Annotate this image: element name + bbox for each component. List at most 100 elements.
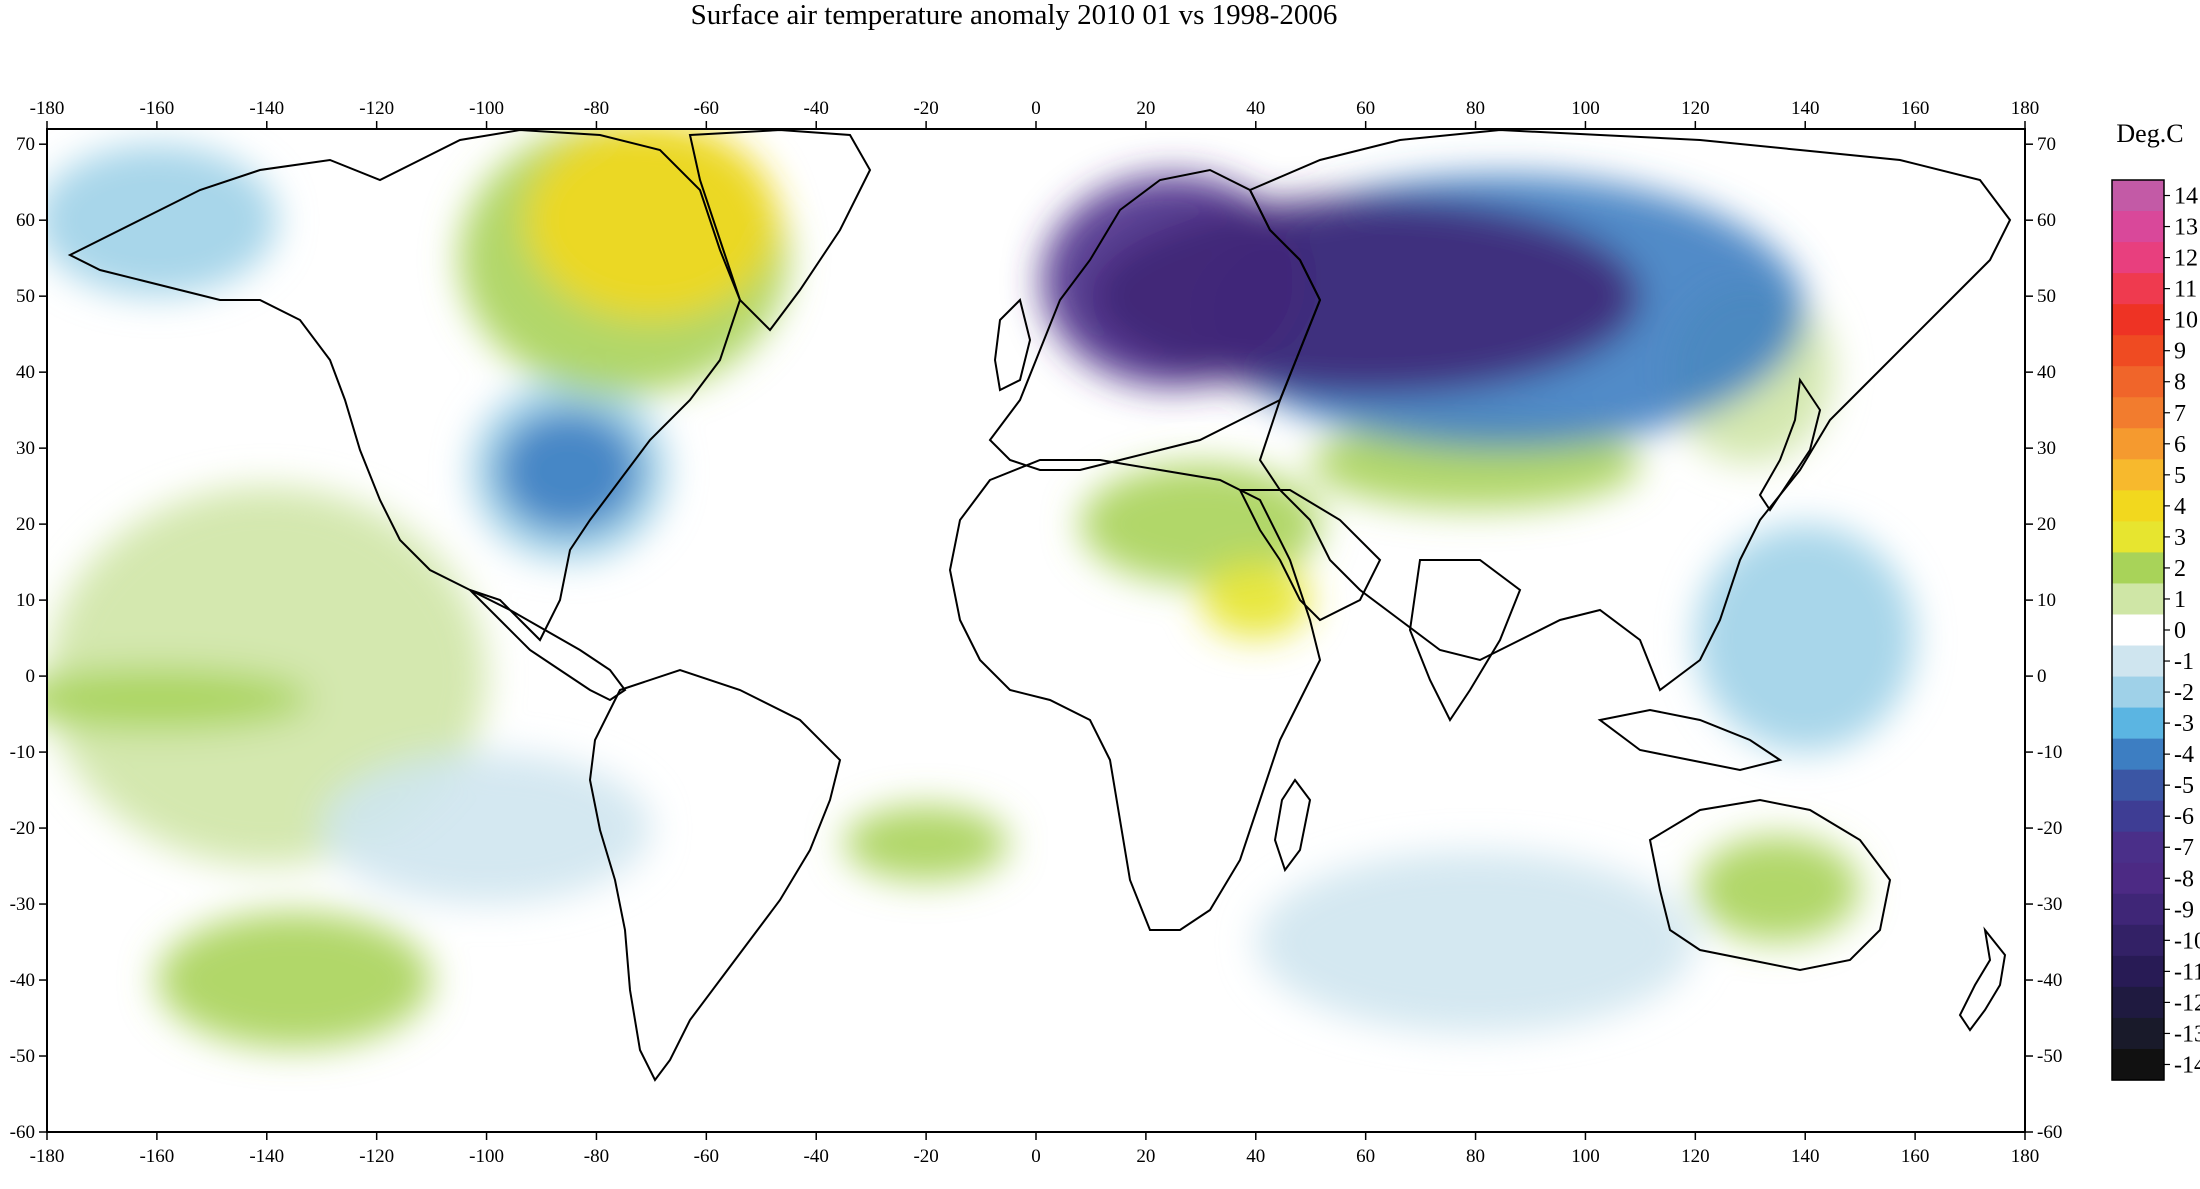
lon-tick-label-top: 80 (1466, 98, 1485, 119)
coastline-india (1408, 559, 1522, 722)
lon-tick-label-top: 40 (1246, 98, 1265, 119)
lat-tick-label-left: 70 (16, 134, 35, 155)
anomaly-region (47, 144, 278, 297)
lon-tick-label-bottom: -40 (804, 1146, 829, 1167)
colorbar-cell (2112, 707, 2164, 740)
coastline-arabia (1238, 489, 1382, 622)
colorbar-level-label: 9 (2174, 339, 2186, 365)
colorbar-level-label: 11 (2174, 277, 2197, 303)
colorbar-cell (2112, 490, 2164, 522)
lat-tick-label-left: 30 (16, 438, 35, 459)
colorbar-level-label: -6 (2174, 804, 2194, 830)
coastline-indonesia (1597, 708, 1783, 772)
colorbar-level-label: 14 (2174, 184, 2198, 210)
lat-tick-label-left: 50 (16, 286, 35, 307)
colorbar-level-label: 4 (2174, 494, 2186, 520)
colorbar-level-label: 0 (2174, 618, 2186, 644)
lat-tick-label-right: -50 (2037, 1046, 2062, 1067)
lon-tick-label-top: -180 (30, 98, 65, 119)
colorbar-cells (2112, 180, 2164, 1081)
colorbar-cell (2112, 366, 2164, 398)
coastline-south-america (588, 668, 842, 1082)
axis-left-latitude: 70 60 50 40 30 20 10 0 -10 -20 -30 -40 -50 -60 (10, 134, 47, 1143)
map-title: Surface air temperature anomaly 2010 01 … (691, 0, 1338, 31)
colorbar-level-label: 3 (2174, 525, 2186, 551)
lon-tick-label-bottom: 160 (1901, 1146, 1930, 1167)
colorbar-cell (2112, 397, 2164, 429)
colorbar-cell (2112, 242, 2164, 274)
colorbar-level-label: -11 (2174, 959, 2200, 985)
colorbar-level-label: 1 (2174, 587, 2186, 613)
colorbar-level-label: 5 (2174, 463, 2186, 489)
colorbar-cell (2112, 769, 2164, 802)
colorbar-cell (2112, 552, 2164, 585)
colorbar-level-label: -5 (2174, 773, 2194, 799)
lon-tick-label-top: -140 (249, 98, 284, 119)
colorbar-cell (2112, 335, 2164, 367)
colorbar-cell (2112, 862, 2164, 895)
coastline-asia (1248, 129, 2012, 692)
lat-tick-label-left: 20 (16, 514, 35, 535)
axis-right-latitude: 70 60 50 40 30 20 10 0 -10 -20 -30 -40 -50 -60 (2025, 134, 2062, 1143)
colorbar-level-label: -8 (2174, 866, 2194, 892)
anomaly-region (47, 668, 311, 730)
coastline-africa (948, 459, 1322, 931)
colorbar-level-label: 12 (2174, 246, 2198, 272)
lon-tick-label-bottom: -20 (913, 1146, 938, 1167)
colorbar-frame (2111, 179, 2165, 1081)
lon-tick-label-bottom: 20 (1136, 1146, 1155, 1167)
colorbar-cell (2112, 521, 2164, 554)
lat-tick-label-right: 50 (2037, 286, 2056, 307)
lon-tick-label-bottom: 80 (1466, 1146, 1485, 1167)
lon-tick-label-top: 100 (1571, 98, 1600, 119)
colorbar-cell (2112, 211, 2164, 243)
plot-area (46, 128, 2026, 1133)
lon-tick-label-top: -120 (359, 98, 394, 119)
lat-tick-label-right: 70 (2037, 134, 2056, 155)
lat-tick-label-left: 10 (16, 590, 35, 611)
colorbar-level-label: -2 (2174, 680, 2194, 706)
anomaly-region (525, 129, 778, 319)
lat-tick-label-right: 10 (2037, 590, 2056, 611)
lon-tick-label-top: -40 (804, 98, 829, 119)
colorbar-cell (2112, 459, 2164, 491)
colorbar-cell (2112, 955, 2164, 988)
lat-tick-label-left: -30 (10, 894, 35, 915)
colorbar-level-label: 7 (2174, 401, 2186, 427)
lon-tick-label-bottom: -180 (30, 1146, 65, 1167)
coastline-australia (1648, 798, 1892, 972)
coastlines (67, 129, 2012, 1082)
anomaly-field (47, 129, 1916, 1049)
lon-tick-label-top: -160 (139, 98, 174, 119)
anomaly-region (156, 911, 432, 1049)
anomaly-region (1200, 562, 1311, 639)
lat-tick-label-left: -10 (10, 742, 35, 763)
colorbar-cell (2112, 1048, 2164, 1081)
lon-tick-label-top: 20 (1136, 98, 1155, 119)
anomaly-region (321, 752, 652, 905)
lon-tick-label-top: -100 (469, 98, 504, 119)
lat-tick-label-left: -40 (10, 970, 35, 991)
lon-tick-label-top: 60 (1356, 98, 1375, 119)
lon-tick-label-top: -60 (694, 98, 719, 119)
lon-tick-label-top: 120 (1681, 98, 1710, 119)
colorbar-cell (2112, 273, 2164, 305)
lon-tick-label-bottom: -100 (469, 1146, 504, 1167)
colorbar-labels: 14131211109876543210-1-2-3-4-5-6-7-8-9-1… (2164, 184, 2200, 1078)
colorbar-cell (2112, 893, 2164, 926)
colorbar-legend: Deg.C 14131211109876543210-1-2-3-4-5-6-7… (2111, 119, 2200, 1081)
anomaly-region (1255, 850, 1696, 1034)
colorbar-cell (2112, 645, 2164, 678)
colorbar-cell (2112, 986, 2164, 1019)
lon-tick-label-top: -20 (913, 98, 938, 119)
colorbar-level-label: 13 (2174, 215, 2198, 241)
anomaly-region (843, 805, 1009, 882)
colorbar-cell (2112, 1017, 2164, 1050)
lat-tick-label-right: -40 (2037, 970, 2062, 991)
lat-tick-label-left: -20 (10, 818, 35, 839)
coastline-madagascar (1273, 778, 1312, 873)
lon-tick-label-bottom: -140 (249, 1146, 284, 1167)
colorbar-cell (2112, 428, 2164, 460)
colorbar-level-label: -10 (2174, 928, 2200, 954)
coastline-north-america (67, 129, 742, 642)
